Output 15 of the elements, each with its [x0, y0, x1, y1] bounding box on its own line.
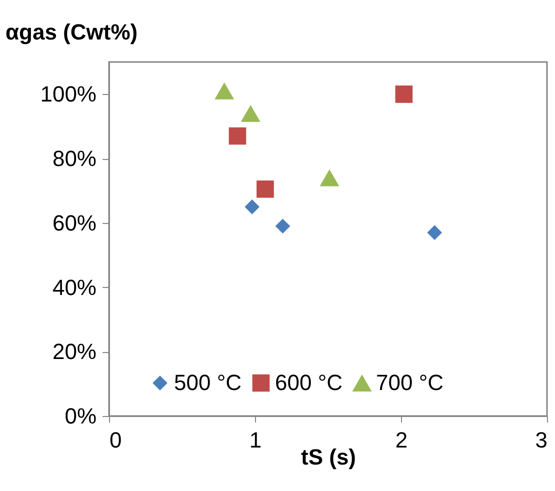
x-tick-label: 2: [395, 428, 408, 452]
legend-label: 700 °C: [376, 370, 444, 395]
y-tick-label: 60%: [52, 210, 96, 236]
y-tick-label: 20%: [52, 339, 96, 364]
x-axis-title: tS (s): [301, 444, 356, 470]
y-tick-label: 100%: [40, 82, 96, 107]
legend-label: 600 °C: [275, 370, 343, 395]
x-tick-label: 0: [110, 428, 122, 452]
x-tick-label: 3: [535, 428, 548, 452]
y-tick-label: 80%: [52, 146, 96, 172]
x-tick-label: 1: [249, 428, 262, 452]
legend-label: 500 °C: [174, 370, 242, 395]
y-tick-label: 0%: [64, 404, 96, 428]
y-axis-title: αgas (Cwt%): [6, 20, 138, 44]
y-tick-label: 40%: [52, 274, 96, 300]
